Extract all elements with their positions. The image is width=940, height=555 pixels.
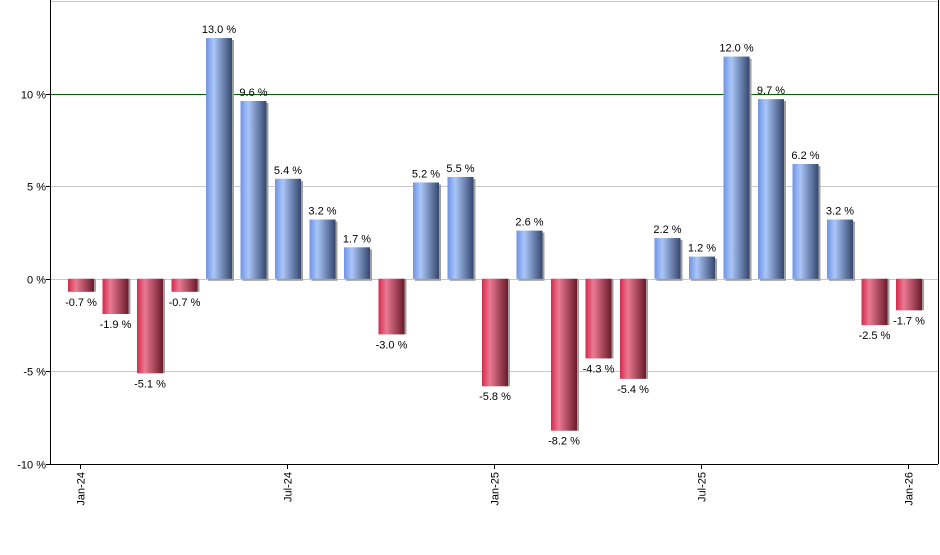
y-tick-label: 5 % xyxy=(27,182,46,194)
bar-Feb-24 xyxy=(102,278,129,314)
bar-Sep-24 xyxy=(344,247,370,279)
value-label: 13.0 % xyxy=(202,24,236,36)
y-tick-label: -5 % xyxy=(23,367,46,379)
value-label: 5.4 % xyxy=(274,165,302,177)
value-label: -0.7 % xyxy=(65,297,97,309)
x-tick-label: Jan-24 xyxy=(76,472,88,506)
axes: -10 % -5 % 0 % 5 % 10 % Jan-24 Jul-24 Jan-25 Jul… xyxy=(17,0,939,506)
value-label: -0.7 % xyxy=(169,297,201,309)
x-tick-label: Jan-25 xyxy=(490,472,502,506)
value-label: 2.2 % xyxy=(653,224,681,236)
bar-Dec-24 xyxy=(447,176,474,279)
bar-Nov-25 xyxy=(827,219,853,279)
bar-Apr-24 xyxy=(171,278,198,292)
value-label: -4.3 % xyxy=(583,363,615,375)
bar-Jun-24 xyxy=(240,101,267,279)
value-label: 1.2 % xyxy=(688,243,716,255)
value-label: 6.2 % xyxy=(791,150,819,162)
y-tick-label: -10 % xyxy=(17,460,46,472)
value-label: -8.2 % xyxy=(548,436,580,448)
bar-Oct-24 xyxy=(378,278,405,335)
bar-Mar-25 xyxy=(551,278,577,431)
value-label: 3.2 % xyxy=(826,206,854,218)
bars xyxy=(68,38,924,431)
bar-Nov-24 xyxy=(413,182,439,279)
y-tick-label: 10 % xyxy=(21,90,46,102)
bar-Apr-25 xyxy=(585,278,612,359)
x-tick-label: Jul-25 xyxy=(697,472,709,502)
bar-Jan-25 xyxy=(482,278,508,387)
value-label: -5.4 % xyxy=(617,384,649,396)
bar-Aug-25 xyxy=(723,56,750,279)
x-tick-label: Jul-24 xyxy=(283,472,295,502)
bar-Aug-24 xyxy=(309,219,336,279)
value-label: -2.5 % xyxy=(859,330,891,342)
value-label: 12.0 % xyxy=(719,43,753,55)
value-label: 5.5 % xyxy=(446,163,474,175)
bar-May-24 xyxy=(206,38,232,279)
bar-Jul-25 xyxy=(689,256,715,279)
y-tick-label: 0 % xyxy=(27,275,46,287)
bar-Jul-24 xyxy=(275,178,301,279)
bar-Sep-25 xyxy=(758,99,784,279)
value-label: 2.6 % xyxy=(515,217,543,229)
bar-Oct-25 xyxy=(792,163,819,279)
value-label: -5.8 % xyxy=(479,391,511,403)
bar-Jan-26 xyxy=(896,278,922,311)
bar-Jan-24 xyxy=(68,278,94,292)
value-label: -1.9 % xyxy=(100,319,132,331)
value-label: 5.2 % xyxy=(412,168,440,180)
value-label: 1.7 % xyxy=(343,233,371,245)
value-label: 3.2 % xyxy=(308,206,336,218)
bar-Feb-25 xyxy=(516,230,543,279)
x-tick-label: Jan-26 xyxy=(904,472,916,506)
value-label: 9.6 % xyxy=(239,87,267,99)
bar-Jun-25 xyxy=(654,238,681,279)
bar-Mar-24 xyxy=(137,278,163,374)
value-label: -1.7 % xyxy=(893,315,925,327)
bar-May-25 xyxy=(620,278,646,379)
value-label: -5.1 % xyxy=(134,378,166,390)
value-labels: -0.7 %-1.9 %-5.1 %-0.7 %13.0 %9.6 %5.4 %… xyxy=(65,24,925,448)
bar-Dec-25 xyxy=(861,278,888,326)
value-label: -3.0 % xyxy=(376,339,408,351)
value-label: 9.7 % xyxy=(757,85,785,97)
